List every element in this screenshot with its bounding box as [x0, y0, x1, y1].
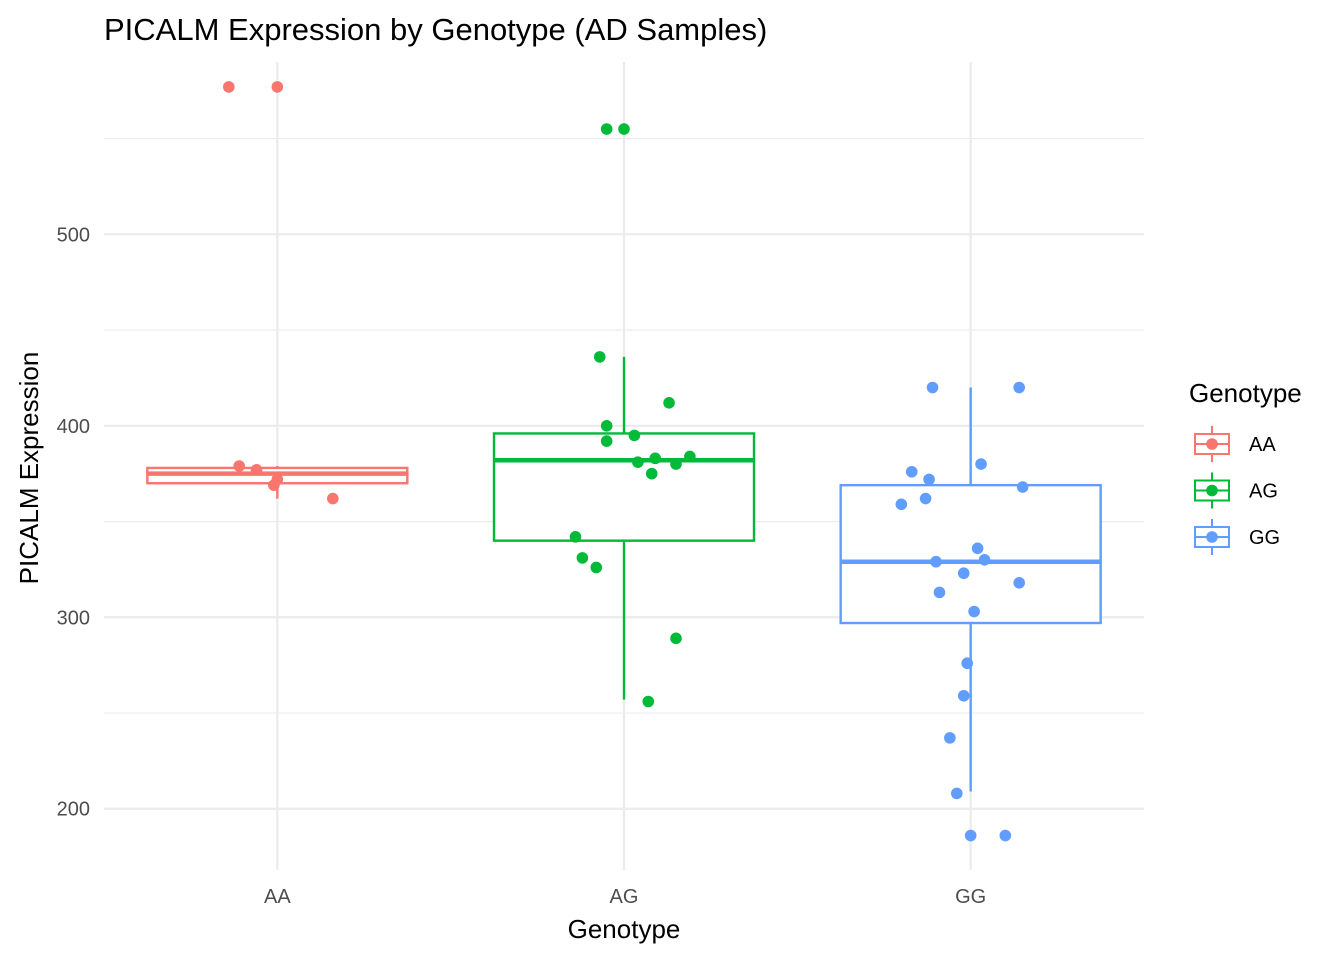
legend-point — [1206, 438, 1218, 450]
data-point — [1013, 381, 1025, 394]
data-point — [957, 689, 970, 702]
x-tick-label: GG — [955, 886, 986, 908]
data-point — [649, 452, 661, 465]
data-point — [250, 464, 263, 476]
data-point — [576, 552, 589, 564]
data-point — [628, 429, 641, 442]
data-point — [905, 465, 918, 478]
x-tick-labels: AA AG GG — [264, 886, 986, 908]
data-point — [978, 554, 991, 566]
y-tick-label: 300 — [57, 607, 90, 629]
box-body — [839, 483, 1102, 625]
data-point — [1013, 576, 1025, 589]
data-point — [600, 123, 613, 135]
data-point — [961, 657, 973, 670]
legend-key-ag: AG — [1194, 472, 1278, 509]
data-point — [975, 458, 987, 470]
data-point — [268, 479, 280, 491]
data-point — [926, 381, 939, 394]
data-point — [968, 605, 980, 618]
data-point — [944, 732, 956, 744]
data-point — [632, 456, 644, 468]
chart-title: PICALM Expression by Genotype (AD Sample… — [104, 12, 767, 47]
data-point — [645, 467, 658, 480]
legend-key-gg: GG — [1194, 519, 1280, 555]
data-point — [600, 419, 613, 432]
legend-label: AA — [1249, 434, 1276, 456]
data-point — [233, 460, 245, 472]
box-ag — [492, 356, 756, 700]
x-axis-title: Genotype — [568, 914, 681, 944]
legend-label: AG — [1249, 481, 1278, 503]
box-gg — [839, 387, 1102, 792]
data-point — [999, 829, 1012, 842]
data-point — [663, 397, 675, 409]
data-point — [590, 561, 603, 574]
x-tick-label: AA — [264, 886, 291, 908]
y-tick-label: 400 — [57, 416, 90, 438]
y-tick-label: 500 — [57, 224, 90, 246]
data-point — [957, 567, 970, 580]
x-tick-label: AG — [610, 886, 639, 908]
box-body — [492, 432, 756, 542]
y-tick-labels: 200 300 400 500 — [57, 224, 90, 820]
data-point — [618, 123, 630, 135]
legend: Genotype AA AG GG — [1189, 378, 1302, 555]
data-point — [1016, 481, 1029, 493]
data-point — [930, 555, 942, 568]
data-point — [593, 351, 606, 363]
legend-point — [1206, 484, 1218, 497]
legend-key-aa: AA — [1194, 426, 1276, 462]
y-axis-title: PICALM Expression — [14, 352, 44, 585]
data-point — [971, 542, 984, 555]
data-point — [684, 450, 696, 463]
data-point — [569, 531, 582, 543]
legend-point — [1206, 531, 1218, 543]
data-point — [670, 632, 682, 645]
data-point — [670, 458, 682, 470]
data-point — [600, 435, 613, 447]
data-point — [951, 787, 963, 800]
data-point — [919, 492, 932, 505]
data-point — [642, 695, 655, 708]
data-point — [223, 81, 235, 93]
data-point — [895, 498, 908, 511]
point-layer — [223, 81, 1029, 842]
data-point — [327, 492, 339, 505]
data-point — [964, 829, 977, 842]
data-point — [271, 81, 284, 93]
legend-label: GG — [1249, 527, 1280, 549]
legend-title: Genotype — [1189, 378, 1302, 408]
data-point — [933, 586, 946, 599]
data-point — [923, 473, 935, 486]
y-tick-label: 200 — [57, 799, 90, 821]
box-layer — [146, 356, 1102, 792]
